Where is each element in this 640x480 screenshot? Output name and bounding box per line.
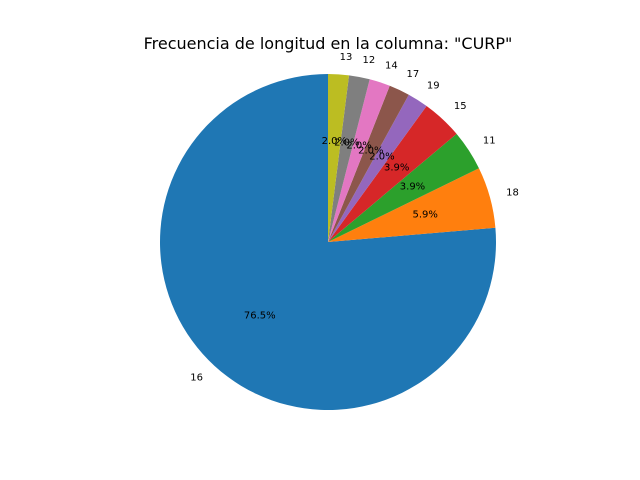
pct-label-11: 3.9% (400, 182, 425, 193)
pie-slice-11 (328, 133, 479, 242)
pie-slice-18 (328, 168, 496, 242)
category-label-11: 11 (483, 136, 496, 147)
category-label-12: 12 (363, 55, 376, 66)
pct-label-15: 3.9% (384, 163, 409, 174)
pie-slices (160, 74, 496, 410)
pct-label-18: 5.9% (412, 210, 437, 221)
category-label-14: 14 (385, 61, 398, 72)
pct-label-19: 2.0% (369, 151, 394, 162)
chart-title: Frecuencia de longitud en la columna: "C… (144, 34, 513, 53)
category-label-15: 15 (454, 101, 467, 112)
percent-labels: 76.5%5.9%3.9%3.9%2.0%2.0%2.0%2.0%2.0% (244, 136, 438, 322)
category-labels: 16 18 11 15 19 17 14 12 13 (190, 52, 519, 384)
pct-label-14: 2.0% (346, 141, 371, 152)
pie-slice-19 (328, 94, 427, 243)
pie-slice-15 (328, 105, 457, 242)
pct-label-16: 76.5% (244, 311, 276, 322)
pie-slice-17 (328, 85, 409, 242)
category-label-18: 18 (506, 187, 519, 198)
pct-label-13: 2.0% (322, 136, 347, 147)
category-label-13: 13 (340, 52, 353, 63)
pie-slice-13 (328, 74, 350, 242)
pie-slice-12 (328, 75, 370, 242)
category-label-19: 19 (427, 80, 440, 91)
category-label-16: 16 (190, 373, 203, 384)
pct-label-12: 2.0% (334, 137, 359, 148)
category-label-17: 17 (407, 69, 420, 80)
pie-slice-14 (328, 79, 390, 243)
pct-label-17: 2.0% (358, 145, 383, 156)
